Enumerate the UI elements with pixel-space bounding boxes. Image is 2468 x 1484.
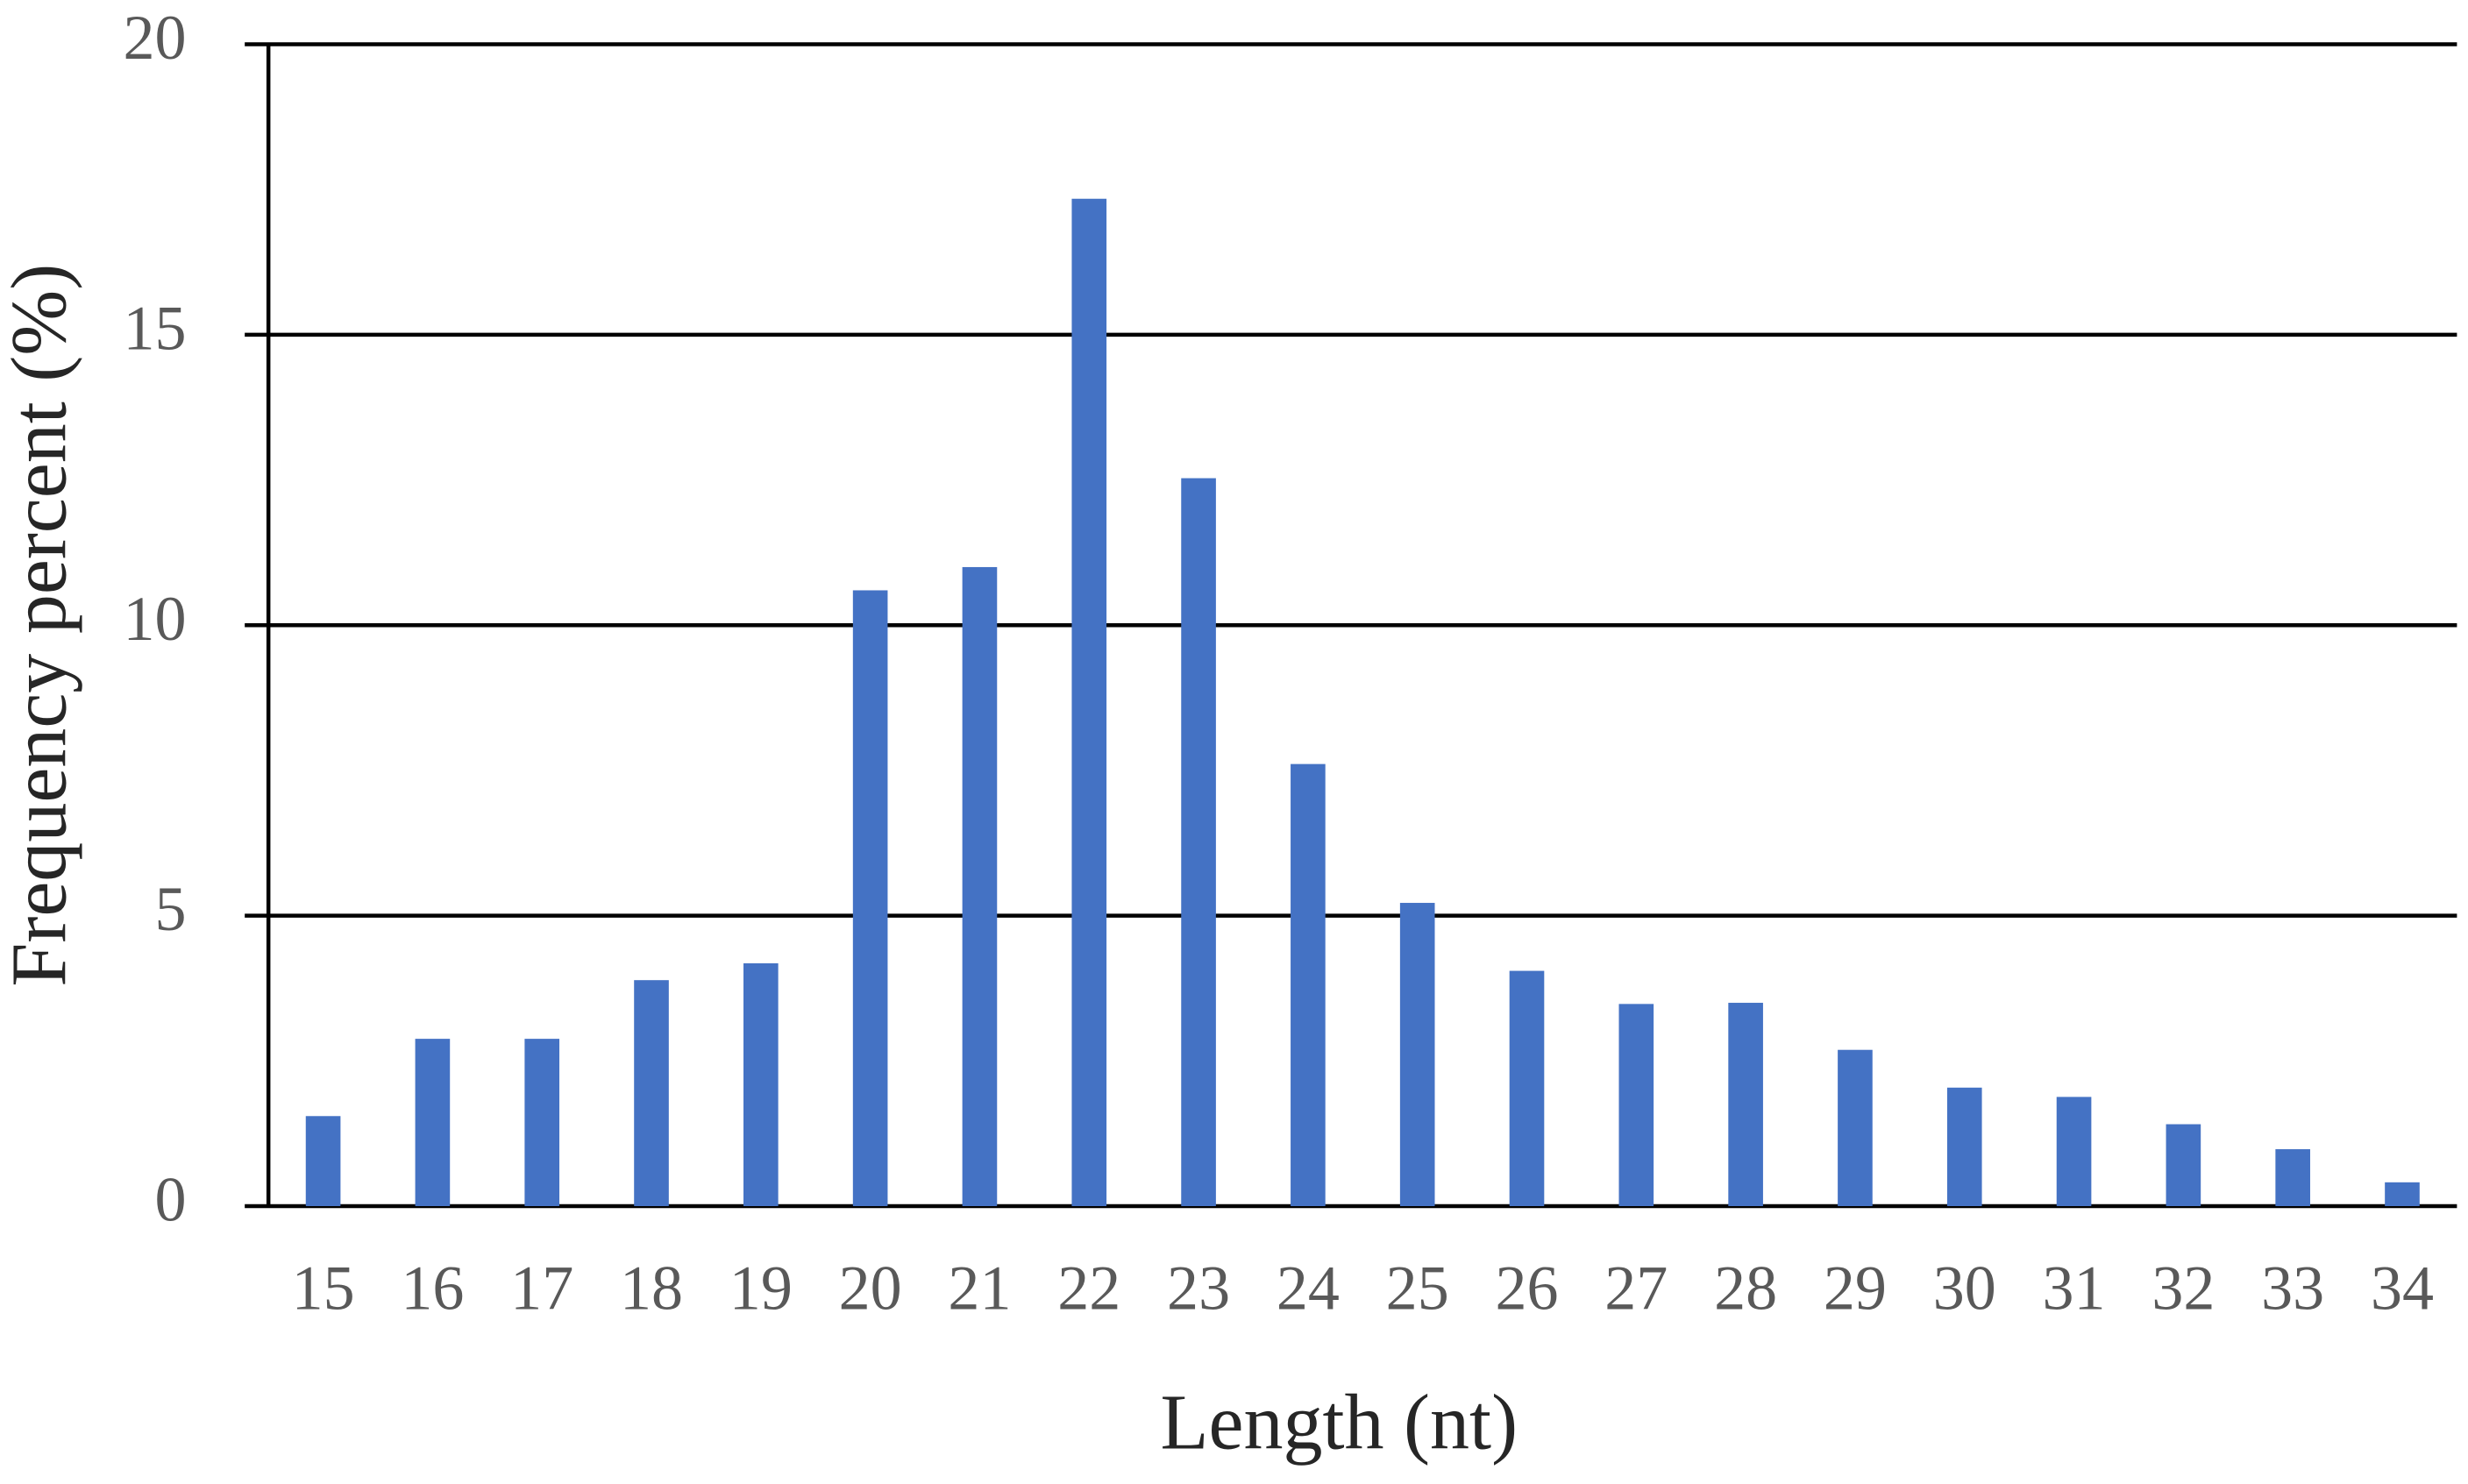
bar [1071, 198, 1107, 1207]
x-tick-label: 22 [1057, 1253, 1120, 1323]
bar [743, 962, 779, 1207]
bar [1181, 478, 1216, 1207]
x-tick-label: 20 [839, 1253, 902, 1323]
x-tick-label: 17 [510, 1253, 573, 1323]
bar [1509, 970, 1545, 1207]
bar [1399, 903, 1435, 1207]
x-tick-label: 15 [292, 1253, 355, 1323]
x-tick-label: 26 [1495, 1253, 1558, 1323]
bar [634, 980, 669, 1207]
x-tick-label: 33 [2261, 1253, 2324, 1323]
bar [2056, 1097, 2092, 1207]
x-tick-label: 27 [1604, 1253, 1668, 1323]
x-tick-label: 25 [1386, 1253, 1449, 1323]
x-tick-label: 24 [1277, 1253, 1340, 1323]
bar [1838, 1049, 1873, 1207]
bar [1728, 1003, 1763, 1207]
x-tick-label: 31 [2043, 1253, 2106, 1323]
y-tick-label: 0 [155, 1165, 187, 1235]
x-tick-label: 21 [948, 1253, 1011, 1323]
bar [524, 1039, 560, 1207]
bar [2385, 1182, 2420, 1207]
bar [1946, 1087, 1982, 1207]
x-tick-label: 28 [1714, 1253, 1777, 1323]
x-tick-label: 32 [2151, 1253, 2215, 1323]
y-tick-label: 10 [123, 584, 186, 654]
bar [2275, 1149, 2310, 1207]
bar [962, 566, 998, 1207]
x-axis-title: Length (nt) [1160, 1379, 1518, 1466]
x-tick-label: 30 [1933, 1253, 1996, 1323]
y-tick-label: 20 [123, 3, 186, 73]
x-tick-label: 16 [401, 1253, 464, 1323]
y-tick-label: 15 [123, 293, 186, 363]
bar [415, 1039, 451, 1207]
bar [305, 1116, 341, 1207]
bar [852, 590, 888, 1207]
x-tick-label: 19 [729, 1253, 793, 1323]
bar [2166, 1124, 2201, 1207]
x-tick-label: 23 [1167, 1253, 1230, 1323]
x-tick-label: 18 [620, 1253, 683, 1323]
y-axis-title: Frequency percent (%) [0, 264, 83, 987]
bar [1291, 763, 1326, 1207]
x-tick-label: 29 [1824, 1253, 1887, 1323]
y-tick-label: 5 [155, 874, 187, 944]
bar [1618, 1004, 1654, 1207]
x-tick-label: 34 [2371, 1253, 2434, 1323]
